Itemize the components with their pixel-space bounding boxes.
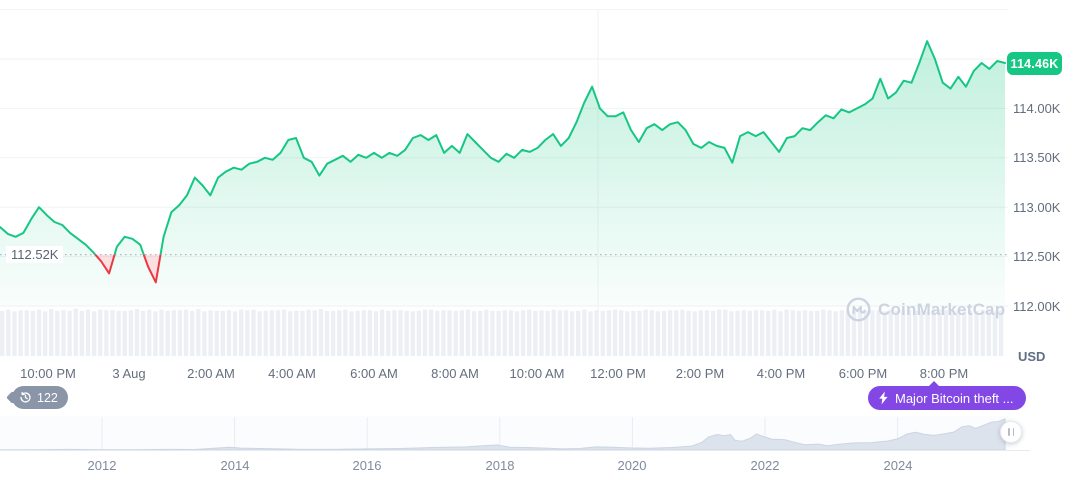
coinmarketcap-watermark: CoinMarketCap — [846, 297, 1005, 322]
year-axis-label: 2020 — [617, 458, 647, 473]
lightning-bolt-icon — [879, 391, 888, 405]
price-axis-label: 113.00K — [1013, 200, 1061, 215]
time-axis-label: 10:00 AM — [509, 366, 565, 381]
year-axis-label: 2022 — [750, 458, 780, 473]
year-axis-label: 2014 — [220, 458, 250, 473]
year-axis-label: 2012 — [87, 458, 117, 473]
history-clock-icon — [20, 391, 31, 403]
time-axis-label: 12:00 PM — [590, 366, 646, 381]
time-axis-label: 3 Aug — [112, 366, 146, 381]
time-axis-label: 4:00 AM — [268, 366, 316, 381]
time-axis-label: 2:00 AM — [187, 366, 235, 381]
time-axis-label: 10:00 PM — [20, 366, 76, 381]
price-line-up — [0, 40, 1006, 255]
price-area — [0, 41, 1005, 306]
time-axis-label: 4:00 PM — [756, 366, 806, 381]
time-axis-label: 2:00 PM — [675, 366, 725, 381]
price-axis-label: 112.00K — [1013, 299, 1061, 314]
coinmarketcap-logo-icon — [846, 297, 871, 322]
news-annotation-label: Major Bitcoin theft ... — [895, 390, 1014, 406]
range-slider-minimap[interactable] — [0, 416, 1010, 452]
time-axis-label: 6:00 AM — [350, 366, 398, 381]
volume-bars — [0, 308, 1004, 356]
news-annotation-badge[interactable]: Major Bitcoin theft ... — [868, 381, 1026, 410]
watermark-text: CoinMarketCap — [878, 299, 1006, 319]
price-axis-label: 114.00K — [1013, 101, 1061, 116]
price-chart-canvas[interactable] — [0, 0, 1010, 360]
price-axis-unit: USD — [1018, 349, 1046, 364]
time-axis-label: 8:00 AM — [431, 366, 479, 381]
range-slider[interactable] — [0, 416, 1072, 452]
year-axis-label: 2016 — [352, 458, 382, 473]
reference-price-label: 112.52K — [6, 246, 64, 263]
time-axis-label: 6:00 PM — [838, 366, 888, 381]
time-axis-label: 8:00 PM — [919, 366, 969, 381]
year-axis-label: 2018 — [485, 458, 515, 473]
price-axis-label: 113.50K — [1013, 150, 1061, 165]
range-slider-baseline — [0, 450, 1030, 451]
year-axis-label: 2024 — [883, 458, 913, 473]
price-axis-label: 112.50K — [1013, 249, 1061, 264]
range-slider-handle[interactable] — [1000, 421, 1022, 443]
annotation-count-badge[interactable]: 122 — [12, 386, 68, 409]
current-price-badge: 114.46K — [1007, 52, 1062, 75]
minimap-area — [0, 418, 1006, 451]
annotation-count: 122 — [37, 390, 58, 405]
